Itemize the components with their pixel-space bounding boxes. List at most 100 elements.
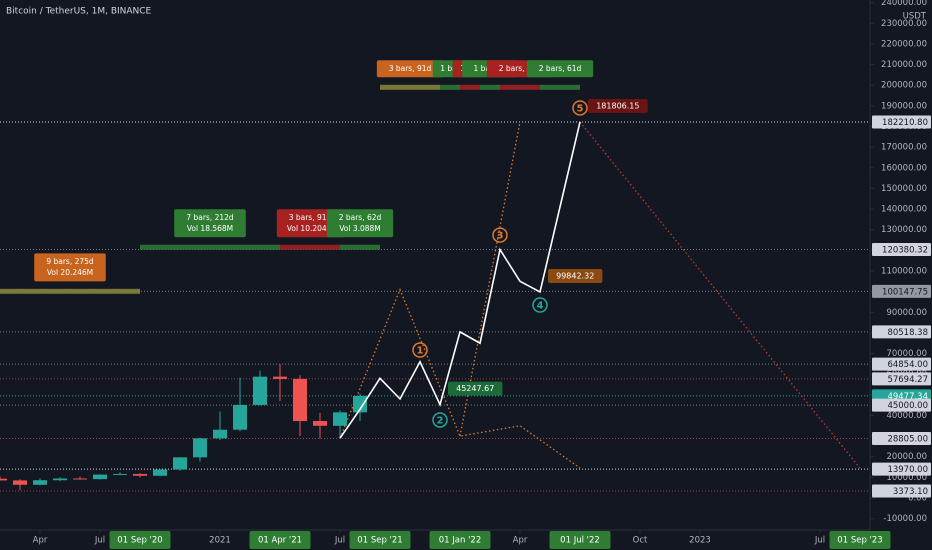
wave-line <box>339 121 581 439</box>
candle-body <box>273 376 287 379</box>
point-label: 45247.67 <box>456 384 494 393</box>
price-box-label: 49477.34 <box>887 392 928 402</box>
price-box-label: 182210.80 <box>882 118 928 128</box>
x-tick-label: Jul <box>334 536 345 546</box>
x-tick-label: 01 Sep '23 <box>837 536 882 546</box>
candle-body <box>113 473 127 475</box>
range-bar <box>140 244 280 250</box>
wave-label: 3 <box>497 231 504 242</box>
candle-body <box>193 438 207 458</box>
wave-marker <box>572 100 588 116</box>
range-text: 2 bars, 61d <box>539 64 582 73</box>
point-label-box <box>588 98 648 113</box>
range-box <box>276 209 344 238</box>
candle-body <box>353 395 367 413</box>
y-tick-label: 90000.00 <box>886 308 927 318</box>
candle-body <box>33 480 47 485</box>
price-box <box>872 398 931 412</box>
price-box <box>872 243 931 257</box>
candle-body <box>213 429 227 439</box>
range-text: 9 bars, 275d <box>46 257 94 266</box>
unit-label: USDT <box>903 12 927 22</box>
x-tick-label: Apr <box>33 536 48 546</box>
y-tick-label: -10000.00 <box>883 514 927 524</box>
range-text: Vol 18.568M <box>187 224 233 233</box>
candle-body <box>0 478 7 481</box>
price-box-label: 3373.10 <box>893 487 928 497</box>
price-box-label: 13970.00 <box>887 465 928 475</box>
y-tick-label: 150000.00 <box>881 184 927 194</box>
range-text: 2 bars, 61d <box>499 64 542 73</box>
range-bar <box>460 84 480 90</box>
y-tick-label: 170000.00 <box>881 143 927 153</box>
range-bar <box>0 288 140 294</box>
x-tick-label: 2023 <box>689 536 711 546</box>
price-box-label: 57694.27 <box>887 375 928 385</box>
y-tick-label: 40000.00 <box>886 411 927 421</box>
candle-body <box>93 474 107 480</box>
price-box <box>872 325 931 339</box>
range-box <box>376 60 444 78</box>
range-bar <box>500 84 540 90</box>
x-tick-highlight <box>829 531 891 549</box>
x-tick-label: 01 Sep '20 <box>117 536 162 546</box>
y-tick-label: 230000.00 <box>881 19 927 29</box>
point-label-box <box>448 381 503 396</box>
point-label: 181806.15 <box>596 101 639 110</box>
y-tick-label: 210000.00 <box>881 60 927 70</box>
range-text: 3 bars, 91d <box>389 64 432 73</box>
x-tick-label: 2021 <box>209 536 231 546</box>
y-tick-label: 200000.00 <box>881 81 927 91</box>
range-bar <box>380 84 440 90</box>
candle-body <box>133 473 147 476</box>
range-text: 2 bars, 62d <box>339 213 382 222</box>
y-tick-label: 130000.00 <box>881 225 927 235</box>
wave-marker <box>492 227 508 243</box>
wave-label: 4 <box>537 301 544 312</box>
x-tick-label: 01 Sep '21 <box>357 536 402 546</box>
y-tick-label: 70000.00 <box>886 349 927 359</box>
range-bar <box>280 244 340 250</box>
candle-body <box>313 421 327 426</box>
candle-body <box>333 412 347 426</box>
candle-body <box>253 376 267 405</box>
range-box <box>526 60 594 78</box>
y-tick-label: 110000.00 <box>881 266 927 276</box>
point-label-box <box>548 268 603 283</box>
x-tick-label: Oct <box>633 536 648 546</box>
range-bar <box>480 84 500 90</box>
x-tick-label: 01 Jan '22 <box>439 536 481 546</box>
price-box-label: 64854.00 <box>887 360 928 370</box>
candle-body <box>293 378 307 422</box>
range-text: Vol 20.246M <box>47 268 93 277</box>
price-box <box>872 284 931 298</box>
price-box-label: 100147.75 <box>882 287 928 297</box>
x-tick-highlight <box>349 531 411 549</box>
candle-body <box>153 469 167 476</box>
chart-title: Bitcoin / TetherUS, 1M, BINANCE <box>6 7 152 17</box>
range-text: Vol 3.088M <box>339 224 381 233</box>
candle-body <box>173 457 187 470</box>
price-box-label: 120380.32 <box>882 246 928 256</box>
x-tick-label: 01 Apr '21 <box>258 536 302 546</box>
x-tick-highlight <box>549 531 611 549</box>
range-box <box>326 209 394 238</box>
x-tick-highlight <box>109 531 171 549</box>
y-tick-label: 160000.00 <box>881 163 927 173</box>
wave-label: 2 <box>437 415 444 426</box>
x-tick-label: Apr <box>513 536 528 546</box>
range-box <box>174 209 246 238</box>
y-tick-label: 140000.00 <box>881 205 927 215</box>
wave-marker <box>532 297 548 313</box>
price-box <box>872 357 931 371</box>
y-tick-label: 190000.00 <box>881 101 927 111</box>
x-tick-highlight <box>249 531 311 549</box>
y-tick-label: 0.00 <box>908 494 927 504</box>
y-tick-label: 10000.00 <box>886 473 927 483</box>
range-bar <box>540 84 580 90</box>
x-tick-highlight <box>429 531 491 549</box>
range-text: 7 bars, 212d <box>186 213 234 222</box>
price-box <box>872 372 931 386</box>
